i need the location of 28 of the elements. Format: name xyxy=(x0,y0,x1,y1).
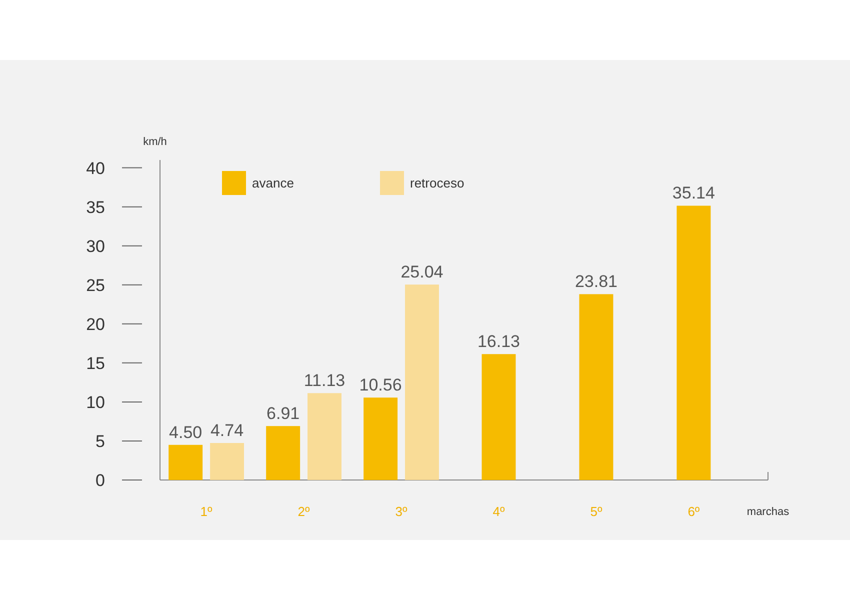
y-tick-label: 20 xyxy=(86,314,105,334)
x-tick-label: 4º xyxy=(492,504,505,519)
legend-label: avance xyxy=(252,176,294,191)
x-tick-label: 2º xyxy=(298,504,310,519)
x-tick-label: 3º xyxy=(395,504,408,519)
y-tick-label: 30 xyxy=(86,236,105,256)
x-tick-label: 1º xyxy=(200,504,213,519)
y-tick-label: 40 xyxy=(86,158,105,178)
x-tick-label: 5º xyxy=(590,504,602,519)
x-tick-label: 6º xyxy=(688,504,700,519)
data-label: 10.56 xyxy=(359,376,402,395)
y-tick-label: 0 xyxy=(96,470,105,490)
y-tick-label: 10 xyxy=(86,392,105,412)
y-tick-label: 35 xyxy=(86,198,105,217)
data-label: 11.13 xyxy=(304,371,346,390)
y-tick-label: 25 xyxy=(86,276,105,295)
y-axis-title: km/h xyxy=(143,136,167,148)
legend-label: retroceso xyxy=(410,176,464,191)
y-tick-label: 15 xyxy=(86,354,105,373)
data-label: 25.04 xyxy=(400,262,444,282)
data-label: 4.50 xyxy=(169,422,202,442)
y-tick-label: 5 xyxy=(96,432,105,451)
data-label: 23.81 xyxy=(574,272,618,292)
data-label: 6.91 xyxy=(266,404,300,424)
data-label: 4.74 xyxy=(210,421,244,440)
data-label: 35.14 xyxy=(672,184,715,203)
data-label: 16.13 xyxy=(477,332,520,352)
x-axis-title: marchas xyxy=(746,506,790,518)
